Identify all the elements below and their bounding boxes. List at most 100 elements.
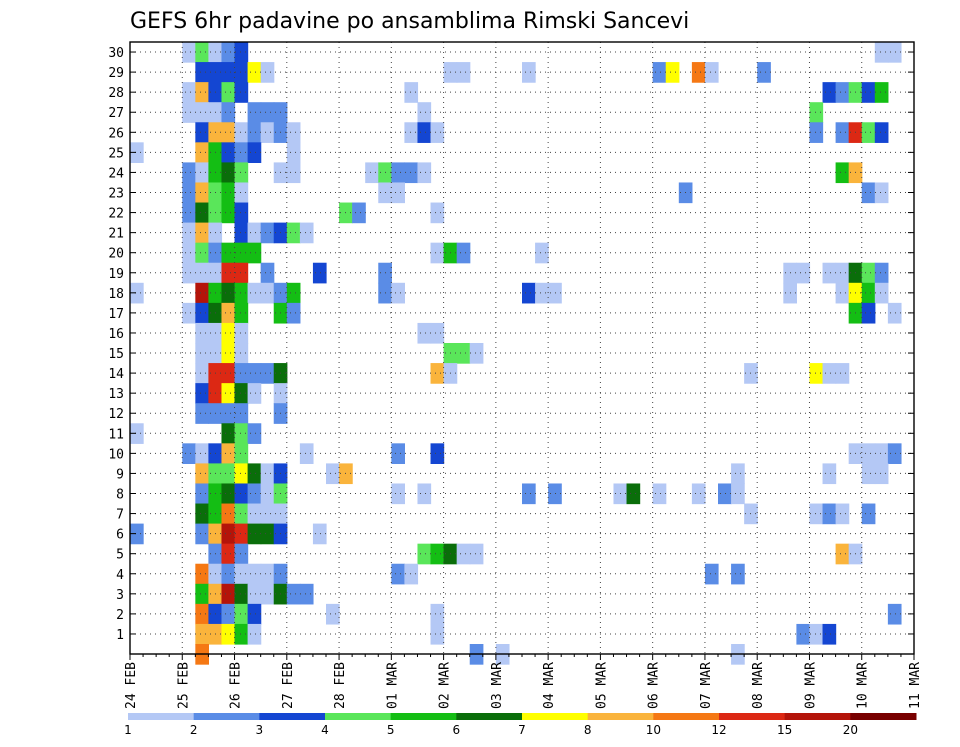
heatmap-cell [286, 142, 301, 163]
heatmap-cell [718, 483, 732, 505]
heatmap-cell [247, 102, 262, 123]
heatmap-cell [326, 463, 340, 485]
x-tick-label: 10 MAR [856, 662, 871, 709]
y-tick-label: 21 [108, 227, 124, 242]
heatmap-cell [234, 222, 249, 244]
x-tick-label: 24 FEB [124, 662, 139, 709]
heatmap-cell [234, 543, 249, 565]
heatmap-cell [887, 42, 902, 63]
heatmap-cell [299, 222, 314, 244]
x-tick-label: 08 MAR [751, 662, 766, 709]
heatmap-cell [796, 262, 811, 284]
heatmap-cell [861, 122, 876, 143]
heatmap-cell [234, 523, 249, 545]
heatmap-cell [874, 463, 889, 485]
heatmap-cell [522, 62, 536, 83]
heatmap-cell [260, 563, 275, 585]
heatmap-cell [861, 82, 876, 103]
heatmap-cell [391, 443, 405, 464]
heatmap-cell [221, 82, 236, 103]
heatmap-cell [535, 282, 549, 304]
heatmap-cell [195, 443, 209, 464]
y-tick-label: 20 [108, 247, 124, 262]
heatmap-cell [365, 162, 379, 184]
x-tick-label: 28 FEB [333, 662, 348, 709]
heatmap-cell [195, 463, 209, 485]
y-tick-label: 12 [108, 407, 124, 422]
legend-label: 12 [711, 723, 726, 737]
heatmap-cell [195, 202, 209, 224]
heatmap-cell [861, 182, 876, 204]
heatmap-cell [835, 162, 850, 184]
heatmap-cell [234, 82, 249, 103]
heatmap-cell [522, 483, 536, 505]
heatmap-cell [874, 122, 889, 143]
x-tick-label: 06 MAR [647, 662, 662, 709]
heatmap-cell [260, 363, 275, 384]
y-tick-label: 2 [116, 608, 124, 623]
heatmap-cell [247, 142, 262, 163]
legend-color-swatch [128, 713, 195, 720]
heatmap-cell [835, 543, 850, 565]
heatmap-cell [874, 443, 889, 464]
heatmap-cell [234, 242, 249, 264]
heatmap-cell [234, 343, 249, 364]
y-tick-label: 4 [116, 568, 124, 583]
heatmap-cell [195, 222, 209, 244]
heatmap-cell [430, 623, 445, 645]
heatmap-cell [548, 282, 562, 304]
heatmap-cell [260, 102, 275, 123]
heatmap-cell [430, 443, 445, 464]
y-tick-label: 8 [116, 488, 124, 503]
heatmap-cell [286, 302, 301, 324]
heatmap-cell [130, 523, 144, 545]
y-tick-label: 30 [108, 46, 124, 61]
heatmap-cell [195, 603, 209, 625]
legend-color-swatch [522, 713, 589, 720]
heatmap-cell [234, 483, 249, 505]
heatmap-cell [874, 262, 889, 284]
heatmap-cell [417, 122, 432, 143]
heatmap-cell [809, 122, 824, 143]
heatmap-cell [286, 222, 301, 244]
heatmap-cell [247, 383, 262, 404]
heatmap-cell [247, 603, 262, 625]
heatmap-cell [731, 483, 745, 505]
heatmap-cell [182, 302, 196, 324]
heatmap-cell [757, 62, 771, 83]
heatmap-cell [234, 142, 249, 163]
heatmap-cell [221, 463, 236, 485]
heatmap-cell [430, 322, 445, 344]
heatmap-cell [195, 523, 209, 545]
heatmap-cell [234, 563, 249, 585]
heatmap-cell [182, 82, 196, 103]
heatmap-cell [247, 563, 262, 585]
heatmap-cell [247, 62, 262, 83]
heatmap-cell [195, 483, 209, 505]
heatmap-cell [195, 102, 209, 123]
heatmap-cell [195, 583, 209, 605]
heatmap-cell [809, 363, 824, 384]
heatmap-cell [260, 583, 275, 605]
heatmap-cell [195, 383, 209, 404]
legend-color-swatch [653, 713, 720, 720]
grid-lines [130, 42, 914, 654]
heatmap-cell [456, 242, 471, 264]
heatmap-cell [822, 262, 837, 284]
heatmap-cell [260, 523, 275, 545]
heatmap-cell [652, 483, 667, 505]
heatmap-cell [417, 543, 432, 565]
legend-color-swatch [193, 713, 260, 720]
heatmap-cell [234, 322, 249, 344]
heatmap-cell [221, 182, 236, 204]
heatmap-cell [430, 242, 445, 264]
heatmap-cell [391, 282, 405, 304]
x-tick-label: 27 FEB [281, 662, 296, 709]
heatmap-cell [221, 302, 236, 324]
heatmap-cell [704, 563, 719, 585]
legend-label: 10 [646, 723, 661, 737]
heatmap-cell [221, 563, 236, 585]
heatmap-cell [221, 403, 236, 424]
heatmap-cell [234, 363, 249, 384]
heatmap-cell [417, 102, 432, 123]
